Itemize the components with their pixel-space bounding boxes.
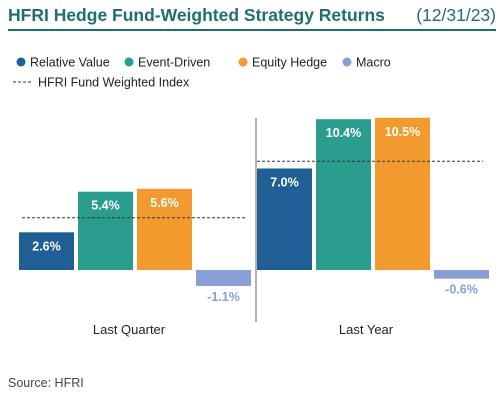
legend-label-index: HFRI Fund Weighted Index xyxy=(38,76,190,90)
bar-macro-last-quarter xyxy=(196,270,251,286)
bar-label-equity-hedge-last-year: 10.5% xyxy=(385,125,420,139)
bar-label-relative-value-last-quarter: 2.6% xyxy=(32,239,61,253)
category-label-last-year: Last Year xyxy=(339,322,394,337)
bar-relative-value-last-quarter xyxy=(19,232,74,270)
legend-label-event-driven: Event-Driven xyxy=(138,56,210,70)
legend-swatch-equity-hedge xyxy=(238,57,248,67)
bar-macro-last-year xyxy=(434,270,489,279)
legend-swatch-macro xyxy=(342,57,352,67)
bar-label-event-driven-last-year: 10.4% xyxy=(326,126,361,140)
bar-label-macro-last-year: -0.6% xyxy=(445,283,478,297)
bar-event-driven-last-quarter xyxy=(78,191,133,270)
source-note: Source: HFRI xyxy=(8,376,84,390)
bar-event-driven-last-year xyxy=(316,119,371,270)
bar-relative-value-last-year xyxy=(257,168,312,270)
bar-label-event-driven-last-quarter: 5.4% xyxy=(91,199,120,213)
legend-label-relative-value: Relative Value xyxy=(30,56,110,70)
bar-equity-hedge-last-year xyxy=(375,117,430,270)
legend-label-equity-hedge: Equity Hedge xyxy=(252,56,327,70)
chart-date: (12/31/23) xyxy=(416,5,496,25)
bar-equity-hedge-last-quarter xyxy=(137,188,192,270)
legend-swatch-event-driven xyxy=(124,57,134,67)
chart-header: HFRI Hedge Fund-Weighted Strategy Return… xyxy=(8,4,496,30)
bar-chart: Relative Value Event-Driven Equity Hedge Ma… xyxy=(13,56,489,337)
bar-label-equity-hedge-last-quarter: 5.6% xyxy=(150,196,179,210)
legend-swatch-relative-value xyxy=(16,57,26,67)
category-label-last-quarter: Last Quarter xyxy=(93,322,166,337)
bar-label-macro-last-quarter: -1.1% xyxy=(207,290,240,304)
bar-label-relative-value-last-year: 7.0% xyxy=(270,176,299,190)
title-divider xyxy=(8,29,496,31)
legend-label-macro: Macro xyxy=(356,56,391,70)
chart-title: HFRI Hedge Fund-Weighted Strategy Return… xyxy=(8,5,385,25)
